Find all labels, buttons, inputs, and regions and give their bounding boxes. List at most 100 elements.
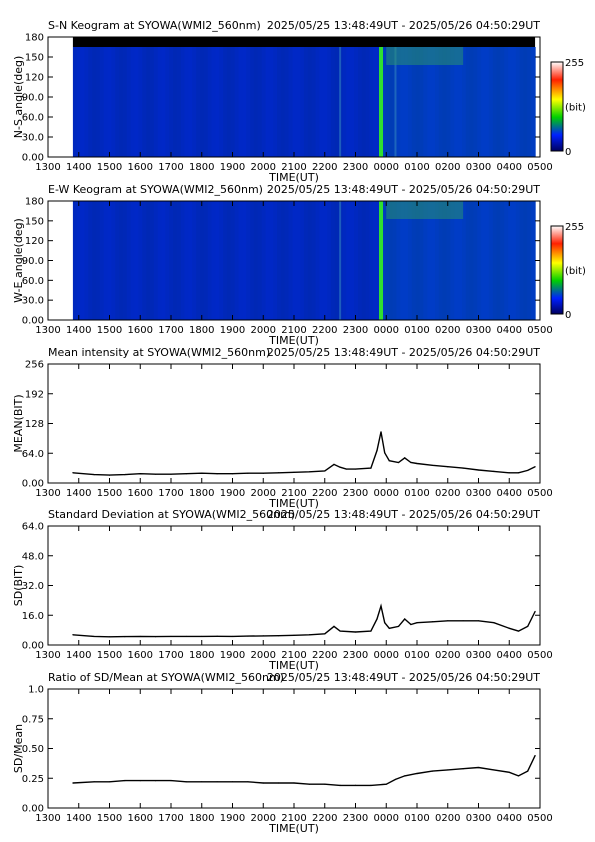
keogram-column	[473, 47, 478, 157]
x-tick-label: 1400	[66, 488, 91, 499]
keogram-column	[269, 201, 274, 320]
keogram-column	[273, 47, 278, 157]
keogram-column	[219, 201, 224, 320]
x-tick-label: 1400	[66, 162, 91, 173]
x-tick-label: 1700	[158, 813, 183, 824]
x-tick-label: 0300	[466, 162, 491, 173]
keogram-column	[365, 201, 371, 320]
keogram-column	[515, 47, 521, 157]
keogram-column	[223, 47, 228, 157]
keogram-column	[411, 47, 417, 157]
keogram-band	[339, 201, 342, 320]
keogram-column	[311, 47, 317, 157]
keogram-column	[404, 47, 409, 157]
x-tick-label: 1700	[158, 325, 183, 336]
keogram-column	[446, 47, 451, 157]
keogram-column	[226, 201, 232, 320]
data-point	[345, 468, 347, 470]
keogram-column	[300, 47, 305, 157]
data-point	[527, 625, 529, 628]
keogram-column	[230, 47, 236, 157]
keogram-band	[379, 201, 384, 320]
keogram-column	[454, 47, 459, 157]
data-point	[308, 783, 310, 785]
data-point	[477, 469, 480, 471]
data-point	[231, 473, 234, 475]
colorbar-min-label: 0	[565, 310, 571, 321]
keogram-column	[173, 201, 178, 320]
data-point	[447, 620, 449, 622]
keogram-column	[88, 47, 93, 157]
keogram-column	[103, 47, 109, 157]
keogram-column	[427, 201, 432, 320]
keogram-column	[373, 47, 378, 157]
colorbar-min-label: 0	[565, 147, 571, 158]
keogram-column	[469, 201, 475, 320]
keogram-column	[307, 47, 313, 157]
data-point	[293, 634, 295, 636]
data-point	[170, 473, 172, 475]
time-range-label: 2025/05/25 13:48:49UT - 2025/05/26 04:50…	[267, 19, 540, 32]
x-tick-label: 1900	[220, 650, 245, 661]
keogram-column	[342, 201, 347, 320]
keogram-column	[319, 201, 324, 320]
x-tick-label: 1700	[158, 162, 183, 173]
keogram-column	[234, 201, 240, 320]
y-tick-label: 0.00	[22, 641, 44, 652]
plot-frame	[47, 525, 541, 646]
data-point	[477, 766, 480, 769]
data-point	[278, 635, 280, 637]
data-point	[278, 782, 280, 784]
keogram-column	[226, 47, 232, 157]
x-tick-label: 1900	[220, 488, 245, 499]
keogram-column	[284, 201, 290, 320]
y-tick-label: 150	[25, 53, 44, 64]
y-axis-label: SD/Mean	[12, 724, 25, 773]
keogram-column	[496, 47, 502, 157]
keogram-column	[361, 47, 367, 157]
x-tick-label: 1500	[97, 325, 122, 336]
x-tick-label: 2000	[251, 325, 276, 336]
keogram-column	[250, 201, 255, 320]
y-tick-label: 1.0	[28, 685, 44, 696]
data-point	[339, 466, 341, 468]
keogram-column	[531, 47, 536, 157]
data-point	[308, 634, 310, 636]
keogram-column	[473, 201, 478, 320]
data-point	[108, 781, 111, 783]
keogram-column	[265, 47, 270, 157]
keogram-column	[203, 201, 209, 320]
keogram-column	[153, 47, 159, 157]
keogram-column	[481, 47, 486, 157]
keogram-column	[508, 47, 513, 157]
keogram-column	[257, 201, 263, 320]
data-points	[72, 431, 536, 476]
data-point	[185, 635, 187, 638]
keogram-band	[394, 47, 397, 157]
keogram-column	[203, 47, 209, 157]
data-point	[462, 620, 464, 622]
keogram-column	[330, 47, 336, 157]
data-point	[534, 466, 536, 468]
x-tick-label: 1500	[97, 162, 122, 173]
data-point	[493, 769, 495, 771]
data-point	[262, 635, 264, 637]
y-tick-label: 0.25	[22, 774, 44, 785]
keogram-column	[280, 47, 286, 157]
data-point	[493, 622, 495, 624]
x-tick-label: 0000	[374, 813, 399, 824]
keogram-column	[415, 47, 421, 157]
keogram-column	[277, 47, 282, 157]
y-tick-label: 0.00	[22, 316, 44, 327]
data-point	[216, 473, 218, 475]
x-axis-label: TIME(UT)	[268, 822, 319, 835]
keogram-column	[138, 201, 143, 320]
keogram-column	[315, 201, 320, 320]
x-tick-label: 1400	[66, 325, 91, 336]
data-point	[410, 623, 412, 626]
keogram-column	[134, 47, 139, 157]
keogram-column	[400, 201, 405, 320]
y-tick-label: 90.0	[22, 256, 44, 267]
data-point	[385, 783, 387, 785]
x-tick-label: 1900	[220, 813, 245, 824]
